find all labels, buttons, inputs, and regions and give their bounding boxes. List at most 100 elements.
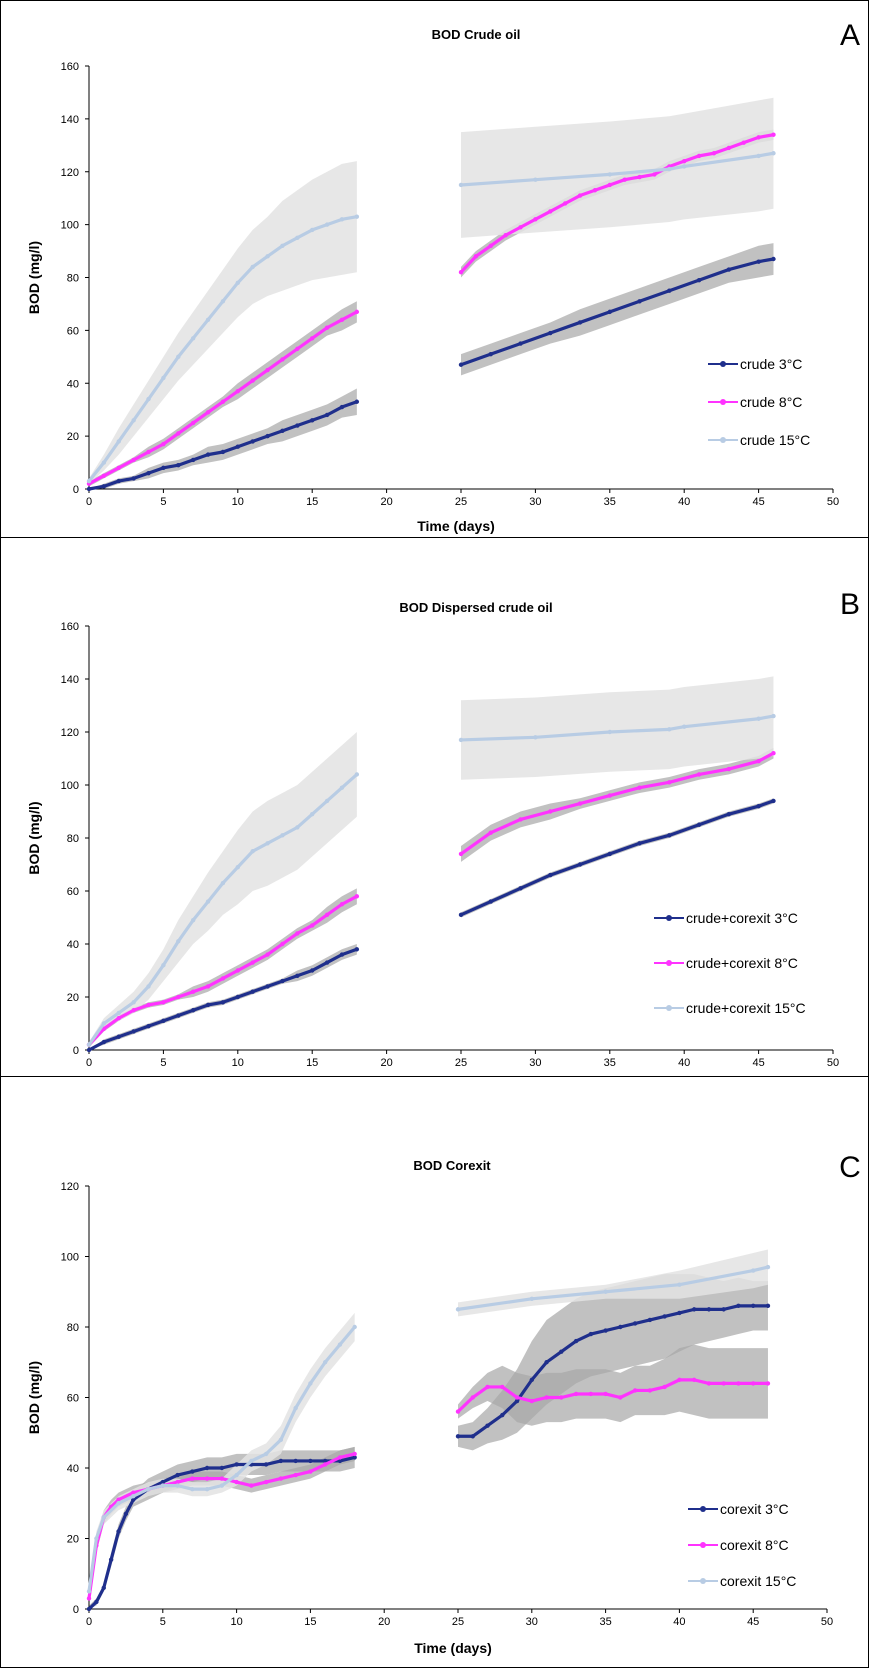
data-point: [101, 1585, 106, 1591]
y-tick-label: 40: [67, 378, 79, 390]
data-point: [190, 420, 196, 426]
data-point: [176, 463, 181, 468]
data-point: [473, 254, 479, 259]
data-point: [647, 1317, 653, 1323]
data-point: [234, 1462, 239, 1467]
series-line-2-segment-2: [459, 133, 776, 274]
data-point: [548, 809, 553, 814]
data-point: [751, 1268, 756, 1273]
series-line-3-segment-2: [456, 1265, 770, 1311]
chart-c-svg: BOD Corexit C 0 5 10 15 20 25 30 35 40 45 50 0 20 40 60 8…: [26, 1151, 861, 1656]
data-point: [458, 912, 464, 918]
data-point: [131, 418, 136, 423]
error-band-3-1: [89, 732, 357, 1048]
data-point: [116, 1497, 121, 1502]
data-point: [131, 1029, 136, 1034]
data-point: [205, 1002, 211, 1008]
data-point: [131, 1494, 136, 1499]
data-point: [190, 336, 196, 341]
data-point: [588, 1331, 594, 1337]
data-point: [293, 1458, 298, 1464]
data-point: [667, 780, 672, 785]
x-tick-label: 10: [232, 496, 244, 508]
data-point: [485, 1423, 490, 1428]
data-point: [265, 952, 270, 957]
data-point: [161, 1000, 166, 1005]
y-tick-label: 20: [67, 431, 79, 443]
data-point: [322, 1360, 328, 1365]
data-point: [514, 1395, 520, 1400]
data-point: [219, 1483, 225, 1488]
data-point: [219, 1476, 225, 1481]
data-point: [250, 378, 255, 383]
data-point: [682, 158, 687, 164]
data-point: [577, 801, 583, 806]
data-point: [756, 259, 761, 264]
data-point: [176, 994, 181, 1000]
data-point: [588, 1391, 594, 1397]
data-point: [696, 822, 702, 827]
data-point: [86, 1042, 92, 1047]
legend-swatch-marker: [700, 1506, 706, 1512]
data-point: [696, 153, 702, 159]
data-point: [116, 439, 121, 444]
data-point: [354, 947, 360, 952]
data-point: [161, 375, 166, 381]
data-point: [308, 1469, 313, 1474]
data-point: [131, 1000, 136, 1005]
data-point: [500, 1384, 505, 1390]
x-tick-label: 0: [86, 496, 92, 508]
series-line-2-segment-2: [456, 1378, 770, 1414]
x-tick-label: 25: [455, 496, 467, 508]
data-point: [310, 227, 315, 233]
data-point: [711, 151, 717, 156]
data-point: [204, 1476, 210, 1481]
y-axis-label: BOD (mg/l): [26, 241, 42, 314]
data-point: [622, 177, 627, 182]
legend-swatch-marker: [700, 1542, 706, 1548]
data-point: [280, 243, 285, 248]
data-point: [86, 486, 92, 492]
data-point: [607, 309, 612, 315]
data-point: [101, 1039, 107, 1045]
data-point: [667, 727, 672, 732]
data-point: [696, 277, 702, 283]
data-point: [533, 177, 538, 182]
data-point: [637, 299, 642, 304]
data-point: [176, 354, 181, 360]
data-point: [662, 1384, 667, 1390]
data-point: [116, 478, 121, 484]
data-point: [667, 833, 672, 838]
y-tick-label: 120: [61, 1181, 79, 1193]
data-point: [234, 1472, 239, 1478]
data-point: [771, 151, 776, 156]
data-point: [721, 1381, 726, 1386]
chart-a-svg: BOD Crude oil A 0 5 10 15 20 25 30 35 40 45 50 0 20 40 6…: [26, 19, 860, 534]
data-point: [518, 886, 523, 891]
data-point: [249, 1458, 254, 1464]
legend-label: corexit 8°C: [720, 1537, 789, 1553]
data-point: [337, 1458, 343, 1464]
y-tick-label: 120: [61, 167, 79, 179]
chart-panel-c: BOD Corexit C 0 5 10 15 20 25 30 35 40 45 50 0 20 40 60 8…: [0, 1076, 869, 1668]
data-point: [607, 851, 612, 857]
y-tick-label: 60: [67, 325, 79, 337]
y-tick-label: 60: [67, 1393, 79, 1405]
data-point: [205, 410, 211, 415]
chart-b-svg: BOD Dispersed crude oil B 0 5 10 15 20 25 30 35 40…: [26, 588, 860, 1069]
data-point: [161, 1018, 166, 1024]
y-tick-label: 20: [67, 992, 79, 1004]
data-point: [175, 1472, 180, 1478]
data-point: [637, 174, 642, 180]
data-point: [123, 1511, 129, 1517]
data-point: [324, 222, 330, 227]
data-point: [101, 1515, 106, 1520]
x-tick-label: 35: [599, 1616, 611, 1628]
y-tick-label: 100: [61, 220, 79, 232]
data-point: [324, 912, 330, 918]
data-point: [190, 1476, 195, 1481]
y-tick-label: 0: [73, 1045, 79, 1057]
error-band-3-2: [461, 97, 774, 238]
error-band-3-1: [89, 161, 357, 484]
data-point: [249, 1483, 254, 1488]
